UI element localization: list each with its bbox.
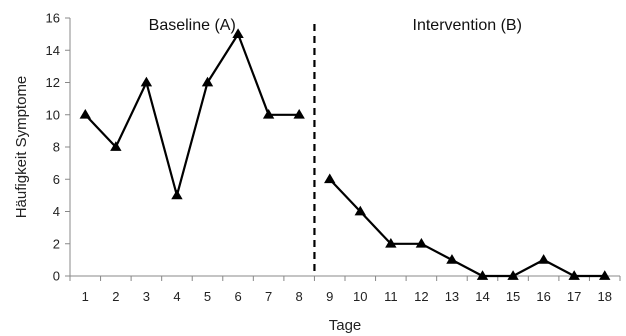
- x-tick-label: 18: [597, 289, 611, 304]
- data-point-marker: [446, 254, 458, 264]
- x-tick-label: 7: [265, 289, 272, 304]
- data-point-marker: [385, 237, 397, 248]
- y-tick-label: 4: [53, 204, 60, 219]
- data-point-marker: [293, 108, 305, 119]
- x-tick-label: 15: [506, 289, 520, 304]
- data-point-marker: [324, 173, 336, 184]
- y-axis-title: Häufigkeit Symptome: [13, 76, 30, 219]
- x-tick-label: 6: [234, 289, 241, 304]
- data-point-marker: [140, 76, 153, 87]
- y-tick-label: 12: [46, 75, 60, 90]
- data-point-marker: [415, 237, 428, 248]
- x-tick-label: 11: [384, 289, 398, 304]
- phase-label-baseline: Baseline (A): [149, 17, 236, 34]
- y-tick-label: 6: [53, 172, 60, 187]
- y-tick-label: 16: [46, 11, 60, 26]
- data-point-marker: [599, 270, 611, 280]
- y-tick-label: 14: [46, 43, 60, 58]
- data-point-marker: [507, 270, 519, 280]
- series-group: [79, 28, 611, 280]
- x-tick-label: 3: [143, 289, 150, 304]
- data-point-marker: [201, 76, 214, 87]
- data-point-marker: [354, 205, 366, 216]
- y-tick-label: 0: [53, 269, 60, 284]
- data-point-marker: [171, 189, 183, 200]
- y-ticks: 0 2 4 6 8 10 12 14 16: [46, 11, 70, 284]
- x-tick-label: 5: [204, 289, 211, 304]
- data-point-marker: [232, 28, 244, 39]
- x-tick-label: 4: [173, 289, 180, 304]
- y-tick-label: 2: [53, 236, 60, 251]
- x-tick-label: 13: [445, 289, 459, 304]
- y-tick-label: 10: [46, 107, 60, 122]
- x-tick-label: 10: [353, 289, 367, 304]
- series-line-intervention: [328, 178, 605, 278]
- x-tick-label: 2: [112, 289, 119, 304]
- phase-label-intervention: Intervention (B): [413, 17, 522, 34]
- data-point-marker: [79, 108, 91, 119]
- data-point-marker: [476, 270, 489, 280]
- x-tick-label: 8: [296, 289, 303, 304]
- data-point-marker: [568, 270, 580, 280]
- x-tick-label: 1: [82, 289, 89, 304]
- x-tick-label: 12: [414, 289, 428, 304]
- data-point-marker: [537, 254, 550, 264]
- axes: [69, 18, 620, 277]
- x-ticks: 1 2 3 4 5 6 7 8 9 10 11 12 13 14 15 16 17 18: [69, 276, 621, 304]
- y-tick-label: 8: [53, 140, 60, 155]
- x-tick-label: 17: [567, 289, 581, 304]
- x-axis-title: Tage: [329, 317, 362, 334]
- x-tick-label: 9: [326, 289, 333, 304]
- data-point-marker: [262, 108, 275, 119]
- x-tick-label: 14: [475, 289, 489, 304]
- x-tick-label: 16: [536, 289, 550, 304]
- series-line-baseline: [84, 33, 300, 197]
- data-point-marker: [110, 141, 122, 151]
